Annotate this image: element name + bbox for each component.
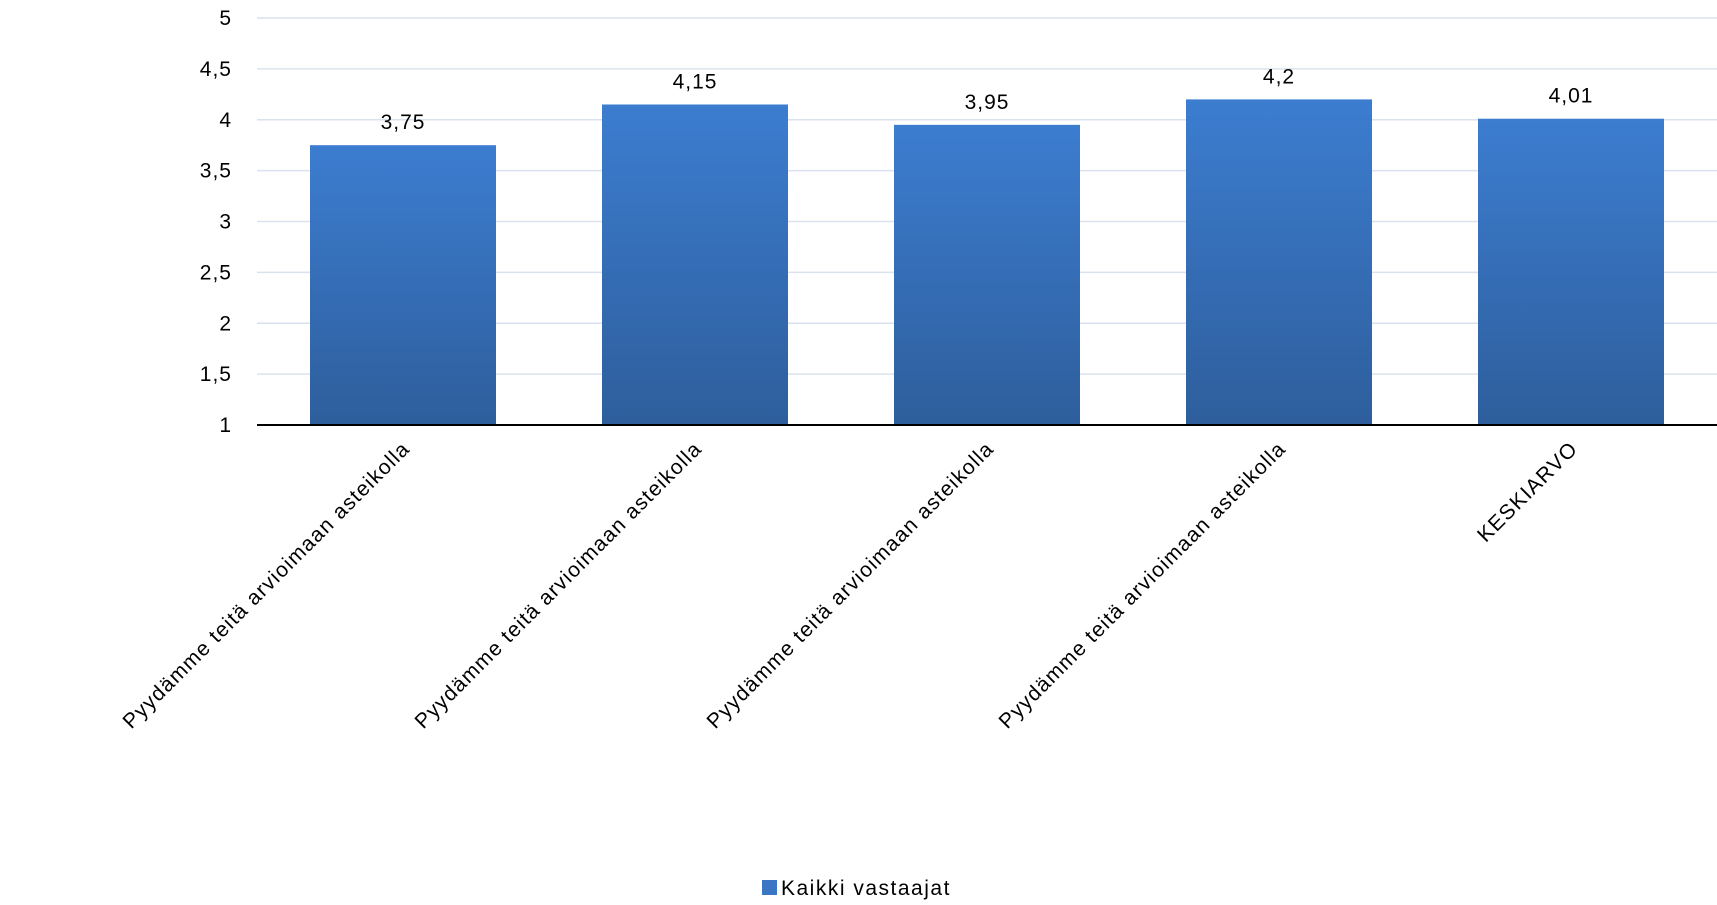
category-label: KESKIARVO	[1473, 437, 1582, 546]
bar	[602, 104, 788, 426]
bar	[310, 145, 496, 425]
data-label: 3,95	[965, 91, 1010, 114]
legend-label: Kaikki vastaajat	[781, 877, 951, 900]
y-tick-label: 1	[219, 414, 232, 437]
y-tick-label: 5	[219, 7, 232, 30]
category-label: Pyydämme teitä arvioimaan asteikolla	[410, 437, 706, 733]
legend-swatch	[762, 880, 777, 895]
category-label: Pyydämme teitä arvioimaan asteikolla	[118, 437, 414, 733]
y-tick-label: 3,5	[200, 160, 232, 183]
y-tick-label: 2	[219, 312, 232, 335]
bar	[1478, 118, 1664, 426]
category-label: Pyydämme teitä arvioimaan asteikolla	[702, 437, 998, 733]
y-tick-label: 2,5	[200, 261, 232, 284]
category-label: Pyydämme teitä arvioimaan asteikolla	[994, 437, 1290, 733]
bar	[1186, 99, 1372, 426]
data-label: 4,01	[1549, 85, 1594, 108]
category-labels: Pyydämme teitä arvioimaan asteikollaPyyd…	[118, 437, 1582, 733]
y-axis-tick-labels: 1 1,5 2 2,5 3 3,5 4 4,5 5	[200, 7, 232, 437]
y-tick-label: 1,5	[200, 363, 232, 386]
data-label: 3,75	[381, 111, 426, 134]
data-labels: 3,75 4,15 3,95 4,2 4,01	[381, 65, 1594, 134]
y-tick-label: 4,5	[200, 58, 232, 81]
data-label: 4,15	[673, 70, 718, 93]
y-tick-label: 4	[219, 109, 232, 132]
data-label: 4,2	[1263, 65, 1295, 88]
legend: Kaikki vastaajat	[762, 877, 951, 900]
bar	[894, 124, 1080, 426]
y-tick-label: 3	[219, 211, 232, 234]
bars	[310, 99, 1664, 426]
